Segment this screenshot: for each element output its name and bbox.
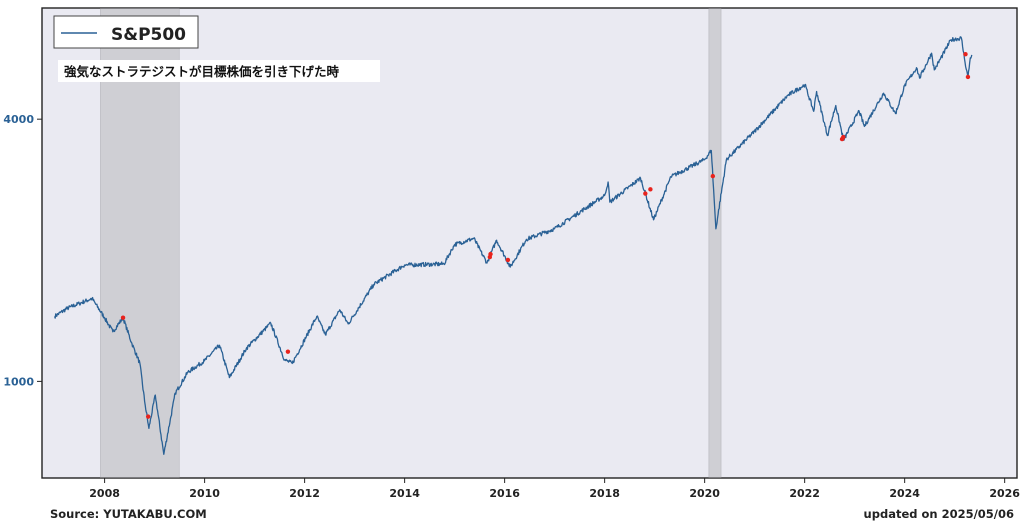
marker-point-10: [841, 134, 846, 140]
x-tick-label-2020: 2020: [689, 487, 720, 500]
x-tick-label-2014: 2014: [389, 487, 420, 500]
recession-shading: [100, 8, 722, 478]
annotation-text: 強気なストラテジストが目標株価を引き下げた時: [64, 64, 340, 79]
plot-background: [41, 7, 1018, 479]
marker-point-5: [505, 257, 511, 263]
marker-point-2: [285, 349, 291, 354]
marker-point-7: [648, 187, 653, 192]
series-layer: [53, 36, 973, 455]
y-tick-label-1000: 1000: [3, 375, 34, 388]
x-tick-label-2026: 2026: [989, 487, 1020, 500]
marker-point-4: [488, 251, 493, 257]
marker-point-6: [643, 191, 648, 196]
recession-band-0: [100, 8, 180, 478]
marker-point-11: [963, 51, 968, 57]
marker-point-1: [145, 414, 151, 419]
x-tick-label-2016: 2016: [489, 487, 520, 500]
x-tick-label-2010: 2010: [189, 487, 220, 500]
x-tick-label-2024: 2024: [889, 487, 920, 500]
legend-label: S&P500: [111, 25, 186, 45]
marker-point-12: [965, 74, 971, 80]
x-tick-label-2018: 2018: [589, 487, 620, 500]
marker-layer: [120, 51, 971, 419]
legend-box: S&P500: [53, 15, 199, 49]
axis-layer: 2008 2010 2012 2014 2016 2018 2020 2022 2024 2026…: [3, 113, 1020, 500]
x-tick-label-2022: 2022: [789, 487, 820, 500]
series-line-sp500: [53, 36, 973, 455]
marker-point-0: [120, 315, 126, 320]
y-tick-label-4000: 4000: [3, 113, 34, 126]
source-text: Source: YUTAKABU.COM: [50, 507, 207, 521]
updated-text: updated on 2025/05/06: [863, 507, 1014, 521]
recession-band-1: [708, 8, 722, 478]
annotation-box: 強気なストラテジストが目標株価を引き下げた時: [58, 60, 380, 82]
x-tick-label-2008: 2008: [89, 487, 120, 500]
x-tick-label-2012: 2012: [289, 487, 320, 500]
marker-point-8: [710, 173, 716, 179]
